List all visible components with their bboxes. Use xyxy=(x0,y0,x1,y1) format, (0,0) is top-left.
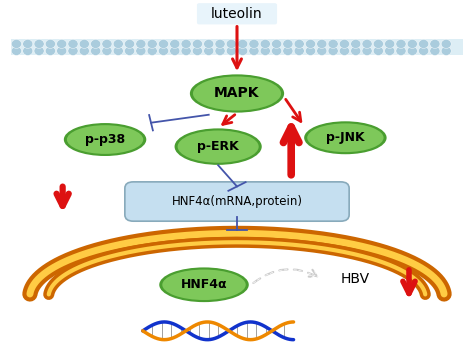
Text: HBV: HBV xyxy=(341,272,370,286)
Text: HNF4α(mRNA,protein): HNF4α(mRNA,protein) xyxy=(172,195,302,208)
Ellipse shape xyxy=(441,46,451,55)
Ellipse shape xyxy=(11,40,21,49)
Ellipse shape xyxy=(317,40,327,49)
Ellipse shape xyxy=(192,46,202,55)
Ellipse shape xyxy=(419,40,428,49)
Ellipse shape xyxy=(237,40,248,49)
Text: p-p38: p-p38 xyxy=(85,133,125,146)
Ellipse shape xyxy=(64,123,146,156)
Ellipse shape xyxy=(407,40,417,49)
Ellipse shape xyxy=(192,76,282,111)
FancyBboxPatch shape xyxy=(197,3,277,24)
Ellipse shape xyxy=(102,46,112,55)
Ellipse shape xyxy=(113,46,123,55)
Text: MAPK: MAPK xyxy=(214,86,260,100)
Ellipse shape xyxy=(68,46,78,55)
Ellipse shape xyxy=(91,40,100,49)
Ellipse shape xyxy=(283,40,293,49)
Ellipse shape xyxy=(159,267,249,302)
Ellipse shape xyxy=(170,40,180,49)
Ellipse shape xyxy=(304,121,387,154)
Ellipse shape xyxy=(430,40,440,49)
Ellipse shape xyxy=(91,46,100,55)
Ellipse shape xyxy=(441,40,451,49)
Text: HNF4α: HNF4α xyxy=(181,278,228,291)
Ellipse shape xyxy=(46,46,55,55)
Ellipse shape xyxy=(162,269,246,301)
Ellipse shape xyxy=(113,40,123,49)
Ellipse shape xyxy=(384,46,395,55)
Ellipse shape xyxy=(396,40,406,49)
Ellipse shape xyxy=(57,40,67,49)
Ellipse shape xyxy=(158,40,169,49)
Ellipse shape xyxy=(136,46,146,55)
Ellipse shape xyxy=(294,46,304,55)
Ellipse shape xyxy=(158,46,169,55)
Ellipse shape xyxy=(351,46,361,55)
Ellipse shape xyxy=(283,46,293,55)
Ellipse shape xyxy=(23,46,33,55)
Ellipse shape xyxy=(102,40,112,49)
Ellipse shape xyxy=(23,40,33,49)
Ellipse shape xyxy=(260,46,270,55)
Ellipse shape xyxy=(374,46,383,55)
Ellipse shape xyxy=(66,125,144,155)
Ellipse shape xyxy=(181,46,191,55)
Ellipse shape xyxy=(215,40,225,49)
Ellipse shape xyxy=(147,46,157,55)
Ellipse shape xyxy=(204,40,214,49)
Ellipse shape xyxy=(339,40,349,49)
Ellipse shape xyxy=(272,46,282,55)
Ellipse shape xyxy=(11,46,21,55)
Ellipse shape xyxy=(68,40,78,49)
Ellipse shape xyxy=(147,40,157,49)
Ellipse shape xyxy=(249,46,259,55)
Ellipse shape xyxy=(384,40,395,49)
FancyBboxPatch shape xyxy=(125,182,349,221)
Ellipse shape xyxy=(125,40,135,49)
Ellipse shape xyxy=(79,40,90,49)
Ellipse shape xyxy=(226,46,237,55)
Ellipse shape xyxy=(177,130,259,164)
Ellipse shape xyxy=(272,40,282,49)
Ellipse shape xyxy=(294,40,304,49)
Ellipse shape xyxy=(215,46,225,55)
Ellipse shape xyxy=(362,46,372,55)
Ellipse shape xyxy=(249,40,259,49)
Ellipse shape xyxy=(260,40,270,49)
Ellipse shape xyxy=(170,46,180,55)
Ellipse shape xyxy=(34,40,44,49)
Ellipse shape xyxy=(351,40,361,49)
Ellipse shape xyxy=(328,40,338,49)
Ellipse shape xyxy=(136,40,146,49)
Ellipse shape xyxy=(305,46,316,55)
Ellipse shape xyxy=(407,46,417,55)
Ellipse shape xyxy=(226,40,237,49)
Ellipse shape xyxy=(419,46,428,55)
Text: luteolin: luteolin xyxy=(211,7,263,21)
Ellipse shape xyxy=(307,123,384,153)
Ellipse shape xyxy=(204,46,214,55)
Ellipse shape xyxy=(57,46,67,55)
Ellipse shape xyxy=(46,40,55,49)
Ellipse shape xyxy=(374,40,383,49)
Ellipse shape xyxy=(190,74,284,112)
Ellipse shape xyxy=(305,40,316,49)
Ellipse shape xyxy=(192,40,202,49)
Ellipse shape xyxy=(317,46,327,55)
Ellipse shape xyxy=(125,46,135,55)
FancyBboxPatch shape xyxy=(11,40,463,55)
Ellipse shape xyxy=(339,46,349,55)
Ellipse shape xyxy=(174,129,262,165)
Ellipse shape xyxy=(237,46,248,55)
Ellipse shape xyxy=(328,46,338,55)
Text: p-JNK: p-JNK xyxy=(326,131,365,144)
Ellipse shape xyxy=(396,46,406,55)
Ellipse shape xyxy=(34,46,44,55)
Ellipse shape xyxy=(362,40,372,49)
Text: p-ERK: p-ERK xyxy=(197,140,239,153)
Ellipse shape xyxy=(430,46,440,55)
Ellipse shape xyxy=(181,40,191,49)
Ellipse shape xyxy=(79,46,90,55)
